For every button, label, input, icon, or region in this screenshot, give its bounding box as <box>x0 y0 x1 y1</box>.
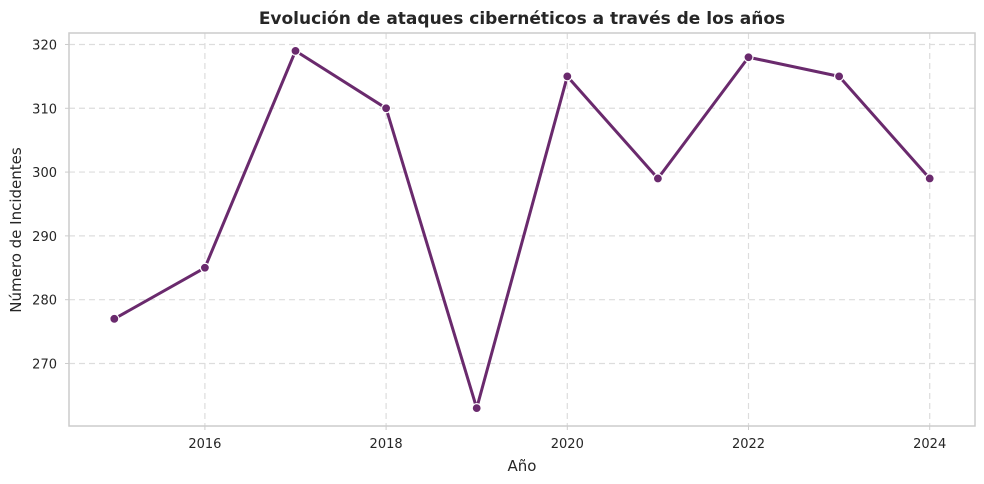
series <box>109 45 935 414</box>
data-point <box>109 313 120 324</box>
y-tick-label: 320 <box>32 38 57 53</box>
ticks: 2016 2018 2020 2022 2024 270 280 290 300 310 320 <box>32 38 946 452</box>
y-tick-label: 270 <box>32 357 57 372</box>
data-point <box>471 403 482 414</box>
data-point <box>833 71 845 82</box>
data-point <box>743 52 754 63</box>
series-line <box>112 49 932 410</box>
x-axis-label: Año <box>508 457 537 475</box>
data-point <box>562 71 573 82</box>
y-tick-label: 290 <box>32 230 57 245</box>
grid <box>69 33 975 426</box>
plot-frame <box>68 32 976 427</box>
y-tick-label: 280 <box>32 294 57 309</box>
y-tick-label: 310 <box>32 102 57 117</box>
data-point <box>381 103 392 114</box>
x-tick-label: 2024 <box>913 437 946 452</box>
x-tick-label: 2018 <box>370 437 403 452</box>
y-tick-label: 300 <box>32 166 57 181</box>
x-tick-label: 2016 <box>188 437 221 452</box>
data-point <box>290 45 301 56</box>
x-tick-label: 2020 <box>551 437 584 452</box>
chart-title: Evolución de ataques cibernéticos a trav… <box>259 9 785 29</box>
data-point <box>924 173 935 184</box>
data-point <box>652 173 664 184</box>
x-tick-label: 2022 <box>732 437 765 452</box>
y-axis-label: Número de Incidentes <box>7 147 25 313</box>
data-point <box>199 262 210 273</box>
